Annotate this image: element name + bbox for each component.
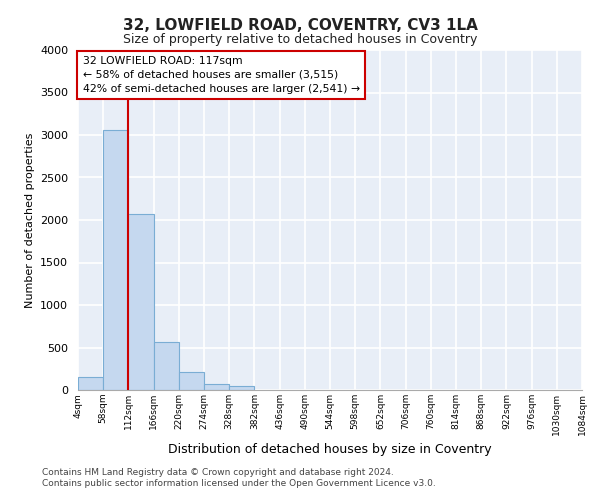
Text: 32, LOWFIELD ROAD, COVENTRY, CV3 1LA: 32, LOWFIELD ROAD, COVENTRY, CV3 1LA [122,18,478,32]
Y-axis label: Number of detached properties: Number of detached properties [25,132,35,308]
Bar [204,384,229,390]
Bar [154,342,179,390]
Text: 32 LOWFIELD ROAD: 117sqm
← 58% of detached houses are smaller (3,515)
42% of sem: 32 LOWFIELD ROAD: 117sqm ← 58% of detach… [83,56,360,94]
Text: Contains HM Land Registry data © Crown copyright and database right 2024.
Contai: Contains HM Land Registry data © Crown c… [42,468,436,487]
Bar [128,214,154,390]
Bar [78,377,103,390]
Bar [229,386,254,390]
Bar [179,372,204,390]
Bar [103,130,128,390]
Text: Size of property relative to detached houses in Coventry: Size of property relative to detached ho… [123,32,477,46]
X-axis label: Distribution of detached houses by size in Coventry: Distribution of detached houses by size … [168,443,492,456]
